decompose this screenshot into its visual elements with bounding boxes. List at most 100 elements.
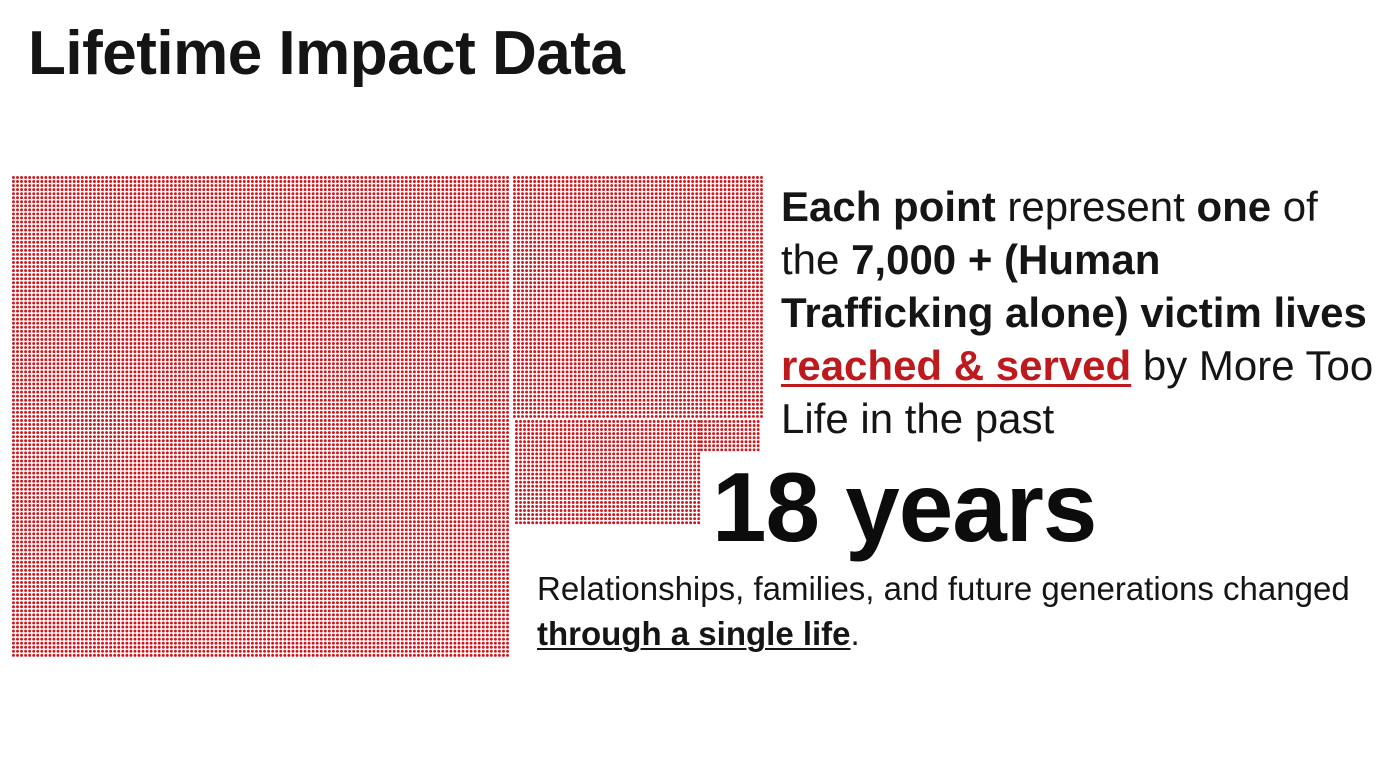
dot: [462, 217, 465, 220]
dot: [385, 212, 388, 215]
dot: [158, 277, 161, 280]
dot: [36, 334, 39, 337]
dot: [287, 289, 290, 292]
dot: [458, 188, 461, 191]
dot: [202, 322, 205, 325]
dot: [113, 326, 116, 329]
dot: [433, 249, 436, 252]
dot: [190, 225, 193, 228]
dot: [85, 269, 88, 272]
dot: [421, 314, 424, 317]
dot: [470, 302, 473, 305]
dot: [174, 277, 177, 280]
dot: [441, 196, 444, 199]
dot: [300, 192, 303, 195]
dot: [89, 330, 92, 333]
dot: [40, 253, 43, 256]
dot: [243, 180, 246, 183]
dot: [178, 334, 181, 337]
dot: [409, 302, 412, 305]
dot: [486, 253, 489, 256]
dot: [215, 318, 218, 321]
dot: [251, 285, 254, 288]
dot: [174, 289, 177, 292]
dot: [24, 334, 27, 337]
dot: [287, 326, 290, 329]
dot: [20, 269, 23, 272]
dot: [364, 184, 367, 187]
dot: [93, 326, 96, 329]
dot: [324, 326, 327, 329]
dot: [81, 310, 84, 313]
dot: [263, 212, 266, 215]
dot: [466, 285, 469, 288]
dot: [158, 269, 161, 272]
dot: [296, 212, 299, 215]
dot: [251, 249, 254, 252]
dot: [16, 285, 19, 288]
dot: [121, 241, 124, 244]
dot: [129, 277, 132, 280]
dot: [324, 196, 327, 199]
dot: [162, 338, 165, 341]
dot: [194, 180, 197, 183]
dot: [474, 196, 477, 199]
dot: [142, 196, 145, 199]
dot: [243, 192, 246, 195]
dot: [397, 306, 400, 309]
dot: [453, 176, 456, 179]
dot: [405, 289, 408, 292]
dot: [44, 245, 47, 248]
dot: [478, 277, 481, 280]
dot: [97, 289, 100, 292]
dot: [223, 204, 226, 207]
dot: [405, 330, 408, 333]
dot: [324, 281, 327, 284]
dot: [291, 326, 294, 329]
dot: [445, 285, 448, 288]
dot: [219, 196, 222, 199]
dot: [223, 293, 226, 296]
dot: [219, 217, 222, 220]
dot: [166, 184, 169, 187]
dot: [134, 302, 137, 305]
dot: [279, 289, 282, 292]
dot: [231, 192, 234, 195]
dot: [413, 318, 416, 321]
dot: [32, 293, 35, 296]
dot: [312, 285, 315, 288]
dot: [40, 192, 43, 195]
dot: [57, 257, 60, 260]
dot: [449, 289, 452, 292]
dot: [243, 204, 246, 207]
dot: [360, 298, 363, 301]
dot: [291, 241, 294, 244]
dot: [360, 326, 363, 329]
dot: [69, 233, 72, 236]
dot: [142, 184, 145, 187]
dot: [356, 261, 359, 264]
dot: [105, 233, 108, 236]
dot: [117, 330, 120, 333]
dot: [368, 318, 371, 321]
dot: [445, 261, 448, 264]
dot: [320, 221, 323, 224]
dot: [389, 269, 392, 272]
dot: [364, 322, 367, 325]
dot: [182, 204, 185, 207]
dot: [97, 233, 100, 236]
dot: [466, 237, 469, 240]
dot: [117, 310, 120, 313]
dot: [210, 208, 213, 211]
dot: [401, 245, 404, 248]
dot: [150, 289, 153, 292]
dot: [470, 176, 473, 179]
dot: [255, 229, 258, 232]
dot: [462, 192, 465, 195]
dot: [134, 200, 137, 203]
dot: [486, 273, 489, 276]
dot: [352, 314, 355, 317]
dot: [93, 241, 96, 244]
dot: [445, 208, 448, 211]
dot: [506, 306, 509, 309]
